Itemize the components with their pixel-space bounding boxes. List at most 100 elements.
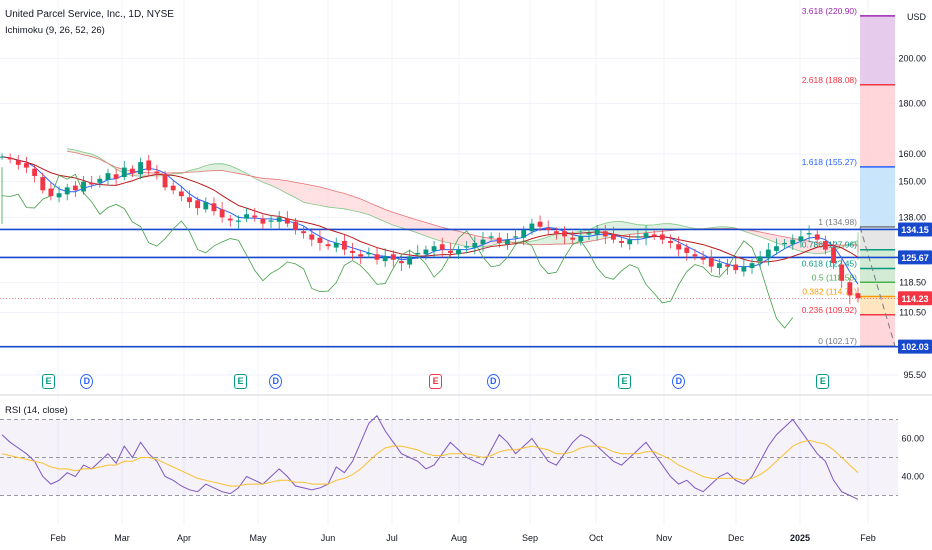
cloud-segment: [425, 222, 435, 239]
candle-body: [366, 252, 372, 255]
rsi-ma-line: [1, 439, 859, 487]
candle-body: [211, 203, 217, 212]
fib-level-label: 2.618 (188.08): [802, 75, 857, 85]
cloud-segment: [197, 165, 206, 172]
fibonacci-extension[interactable]: 3.618 (220.90) 2.618 (188.08) 1.618 (155.2…: [802, 6, 896, 347]
dividend-event-icon[interactable]: D: [486, 374, 500, 389]
candle-body: [668, 240, 673, 243]
time-tick: Jun: [321, 533, 336, 543]
fib-level-label: 0.786 (127.96): [802, 240, 857, 250]
candle-body: [798, 236, 804, 241]
candle-body: [325, 244, 331, 247]
fib-zone: [860, 296, 895, 315]
fib-level-label: 3.618 (220.90): [802, 6, 857, 16]
leading-span-b: [67, 150, 859, 253]
candle-body: [578, 236, 584, 241]
candle-body: [814, 234, 820, 240]
candle-body: [505, 239, 510, 245]
candle-body: [831, 247, 836, 264]
dividend-event-icon[interactable]: D: [269, 374, 283, 389]
ichimoku-legend[interactable]: Ichimoku (9, 26, 52, 26): [5, 25, 105, 36]
conversion-line: [1, 156, 859, 285]
time-tick: Dec: [728, 533, 745, 543]
time-tick: Aug: [451, 533, 467, 543]
candle-body: [227, 218, 233, 221]
dividend-event-icon[interactable]: D: [672, 374, 686, 389]
candle-body: [423, 249, 429, 255]
cloud-segment: [401, 215, 410, 231]
cloud-segment: [344, 193, 353, 211]
fib-zone: [860, 249, 895, 269]
candle-body: [496, 237, 502, 243]
base-line: [1, 156, 859, 263]
fib-zone: [860, 84, 895, 167]
cloud-segment: [222, 163, 231, 173]
lagging-span: [1, 167, 794, 329]
cloud-segment: [75, 150, 84, 155]
cloud-segment: [809, 241, 818, 254]
candle-body: [602, 231, 608, 237]
rsi-legend[interactable]: RSI (14, close): [5, 405, 68, 416]
candle-body: [162, 174, 168, 188]
candle-body: [765, 249, 771, 258]
candle-body: [513, 236, 519, 238]
candle-body: [741, 266, 747, 272]
candle-body: [244, 214, 250, 219]
price-axis[interactable]: 95.50 110.50 118.50 138.00 150.00 160.00 180.0…: [898, 53, 932, 482]
candle-body: [276, 217, 282, 222]
cloud-segment: [368, 202, 378, 219]
candle-body: [594, 229, 600, 235]
candle-body: [464, 246, 470, 248]
fib-level-label: 0 (102.17): [818, 336, 857, 346]
time-tick: Mar: [114, 533, 130, 543]
candle-body: [382, 256, 388, 262]
earnings-event-icon[interactable]: E: [42, 374, 55, 389]
candle-body: [708, 257, 714, 267]
time-tick: Sep: [522, 533, 538, 543]
time-tick: 2025: [790, 533, 810, 543]
candle-body: [782, 242, 788, 245]
fib-level-label: 0.382 (114.71): [802, 287, 857, 297]
earnings-event-icon[interactable]: E: [816, 374, 830, 389]
earnings-event-icon[interactable]: E: [234, 374, 247, 389]
candle-body: [170, 185, 176, 191]
dividend-event-icon[interactable]: D: [80, 374, 94, 389]
fib-zone: [860, 226, 895, 250]
candle-body: [341, 240, 347, 250]
candle-body: [415, 252, 421, 255]
fib-level-label: 0.5 (118.58): [812, 272, 857, 282]
candle-body: [40, 177, 46, 191]
time-tick: Jul: [386, 533, 398, 543]
cloud-segment: [548, 234, 557, 245]
fib-zone: [860, 282, 895, 297]
price-tick: 160.00: [898, 149, 926, 159]
cloud-segment: [800, 239, 810, 253]
time-axis[interactable]: Feb Mar Apr May Jun Jul Aug Sep Oct Nov Dec 2025 Feb: [50, 533, 876, 543]
candle-body: [374, 254, 380, 260]
price-tick: 200.00: [898, 53, 926, 63]
cloud-segment: [336, 191, 345, 209]
earnings-event-icon[interactable]: E: [429, 374, 443, 389]
candle-body: [138, 162, 144, 175]
candle-body: [219, 209, 225, 218]
earnings-event-icon[interactable]: E: [618, 374, 631, 389]
cloud-segment: [189, 168, 198, 173]
candle-body: [725, 264, 730, 267]
candle-body: [439, 244, 445, 250]
candle-body: [309, 234, 315, 240]
cloud-segment: [450, 229, 459, 245]
price-tick: 110.50: [899, 308, 926, 318]
horizontal-lines[interactable]: [0, 228, 898, 348]
cloud-segment: [458, 231, 467, 247]
fib-zone: [860, 268, 895, 283]
candle-body: [301, 231, 307, 234]
candle-body: [627, 239, 633, 245]
symbol-title[interactable]: United Parcel Service, Inc., 1D, NYSE: [5, 9, 174, 20]
price-marker: [898, 339, 932, 354]
candle-body: [333, 242, 339, 248]
leading-span-a: [67, 148, 859, 261]
time-tick: Feb: [860, 533, 876, 543]
price-marker-label: 134.15: [901, 225, 929, 235]
fib-trend-line: [859, 226, 896, 347]
